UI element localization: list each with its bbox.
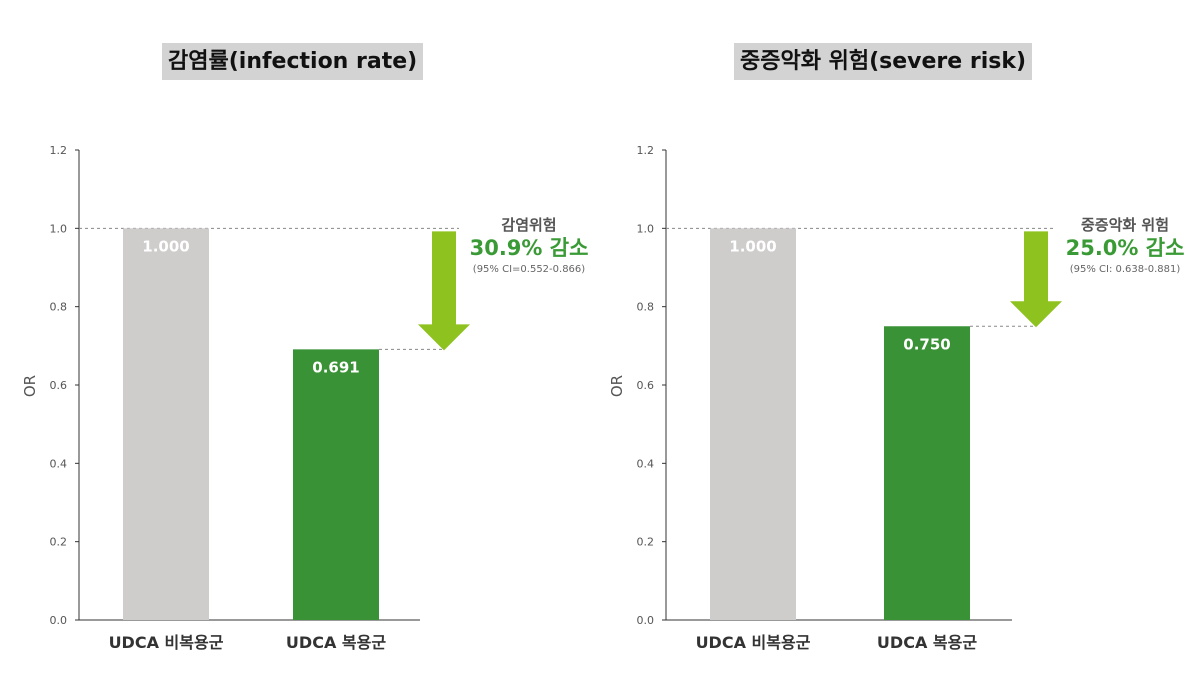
y-tick-label: 0.0 — [637, 614, 655, 627]
x-category-label: UDCA 비복용군 — [109, 633, 224, 652]
annotation-ci: (95% CI=0.552-0.866) — [473, 264, 585, 275]
annotation-reduction: 25.0% 감소 — [1066, 236, 1185, 260]
bar — [293, 349, 379, 620]
annotation-ci: (95% CI: 0.638-0.881) — [1070, 264, 1181, 275]
bar-value-label: 1.000 — [142, 237, 189, 255]
down-arrow-icon — [1010, 231, 1062, 328]
chart-panel-severe: 중증악화 위험(severe risk) 0.0 0.2 0.4 0.6 0.8 1.0 1… — [600, 0, 1200, 675]
bar — [710, 228, 796, 621]
bar-value-label: 0.691 — [312, 358, 359, 376]
y-tick-label: 1.0 — [50, 222, 68, 235]
y-tick-label: 0.0 — [50, 614, 68, 627]
y-tick-label: 0.6 — [637, 379, 655, 392]
annotation-title: 중증악화 위험 — [1081, 216, 1169, 234]
bar — [884, 326, 970, 620]
y-tick-label: 0.2 — [50, 536, 68, 549]
y-tick-label: 0.8 — [637, 301, 655, 314]
y-tick-label: 1.0 — [637, 222, 655, 235]
chart-panel-infection: 감염률(infection rate) 0.0 0.2 0.4 0.6 0.8 1.0 1.… — [21, 43, 588, 652]
infection-rate-chart: 0.0 0.2 0.4 0.6 0.8 1.0 1.2 OR 1.000 UDCA 비복용군 0.6… — [21, 144, 588, 652]
chart-plot-area: 0.0 0.2 0.4 0.6 0.8 1.0 1.2 OR 1.000 UDCA 비복용군 0.7… — [608, 144, 1184, 652]
y-axis-label: OR — [608, 375, 626, 397]
bar-value-label: 1.000 — [729, 237, 776, 255]
x-category-label: UDCA 비복용군 — [696, 633, 811, 652]
x-category-label: UDCA 복용군 — [877, 633, 977, 652]
y-tick-label: 1.2 — [50, 144, 68, 157]
y-tick-label: 0.4 — [637, 457, 655, 470]
bar-value-label: 0.750 — [903, 335, 950, 353]
severe-risk-chart: 0.0 0.2 0.4 0.6 0.8 1.0 1.2 OR 1.000 UDCA 비복용군 0.7… — [608, 144, 1184, 652]
y-tick-label: 0.8 — [50, 301, 68, 314]
x-category-label: UDCA 복용군 — [286, 633, 386, 652]
annotation-title: 감염위험 — [501, 216, 556, 234]
y-tick-label: 0.2 — [637, 536, 655, 549]
down-arrow-icon — [418, 231, 470, 351]
chart-plot-area: 0.0 0.2 0.4 0.6 0.8 1.0 1.2 OR 1.000 UDCA 비복용군 0.6… — [21, 144, 588, 652]
chart-title: 감염률(infection rate) — [162, 43, 424, 80]
bar — [123, 228, 209, 621]
y-tick-label: 0.6 — [50, 379, 68, 392]
y-tick-label: 0.4 — [50, 457, 68, 470]
y-axis-label: OR — [21, 375, 39, 397]
y-tick-label: 1.2 — [637, 144, 655, 157]
annotation-reduction: 30.9% 감소 — [470, 236, 589, 260]
chart-title: 중증악화 위험(severe risk) — [734, 43, 1033, 80]
